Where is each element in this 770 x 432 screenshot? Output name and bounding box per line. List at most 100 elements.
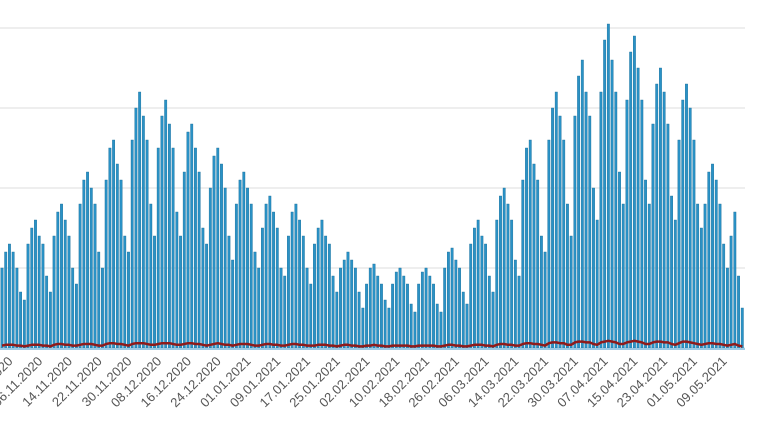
bar bbox=[149, 203, 153, 349]
bar bbox=[63, 219, 67, 349]
bar bbox=[476, 219, 480, 349]
bar bbox=[34, 219, 37, 349]
bar bbox=[320, 219, 324, 349]
bar bbox=[696, 203, 700, 349]
bar bbox=[238, 179, 242, 349]
bar bbox=[115, 163, 119, 349]
bar bbox=[41, 243, 45, 349]
bar bbox=[290, 211, 294, 349]
bar bbox=[558, 115, 562, 349]
bar bbox=[711, 163, 714, 349]
bar bbox=[316, 227, 320, 349]
bar bbox=[160, 115, 164, 349]
bar bbox=[0, 267, 4, 349]
bar bbox=[287, 235, 290, 349]
bar bbox=[554, 91, 558, 349]
bar bbox=[97, 251, 101, 349]
bar bbox=[119, 179, 123, 349]
bar bbox=[104, 179, 108, 349]
bar bbox=[439, 311, 443, 349]
bar bbox=[614, 91, 618, 349]
bar bbox=[272, 211, 275, 349]
bar bbox=[26, 243, 30, 349]
bar bbox=[234, 203, 238, 349]
bar bbox=[666, 123, 670, 349]
bar bbox=[662, 91, 666, 349]
bar bbox=[726, 267, 729, 349]
bar bbox=[733, 211, 737, 349]
bar bbox=[346, 251, 350, 349]
bar bbox=[435, 303, 439, 349]
bar bbox=[740, 307, 744, 349]
bar bbox=[182, 171, 186, 349]
bar bbox=[294, 203, 298, 349]
bar bbox=[659, 67, 662, 349]
bar bbox=[499, 195, 502, 349]
bar bbox=[74, 283, 78, 349]
bar bbox=[48, 291, 52, 349]
bar bbox=[428, 275, 432, 349]
bar bbox=[502, 187, 506, 349]
bar bbox=[208, 187, 212, 349]
bar bbox=[220, 163, 223, 349]
bar bbox=[458, 267, 461, 349]
bar bbox=[644, 179, 647, 349]
bar bbox=[279, 267, 283, 349]
bar bbox=[56, 211, 60, 349]
bar bbox=[473, 227, 476, 349]
bar bbox=[569, 235, 573, 349]
bar bbox=[19, 291, 22, 349]
bar bbox=[60, 203, 63, 349]
bar bbox=[610, 59, 614, 349]
bar bbox=[216, 147, 220, 349]
bar bbox=[205, 243, 208, 349]
bar bbox=[573, 115, 577, 349]
bar bbox=[562, 139, 566, 349]
bar bbox=[595, 219, 599, 349]
bar bbox=[11, 251, 15, 349]
bar bbox=[603, 39, 607, 349]
bar bbox=[194, 147, 197, 349]
bar bbox=[342, 259, 346, 349]
bar bbox=[275, 227, 279, 349]
bar bbox=[52, 235, 56, 349]
bar bbox=[566, 203, 569, 349]
bar bbox=[141, 115, 145, 349]
bar bbox=[450, 247, 454, 349]
bar bbox=[179, 235, 182, 349]
bar bbox=[339, 267, 342, 349]
bar bbox=[707, 171, 711, 349]
bar bbox=[112, 139, 116, 349]
bar bbox=[123, 235, 127, 349]
bar bbox=[268, 195, 272, 349]
bar bbox=[577, 75, 581, 349]
bar bbox=[167, 123, 171, 349]
bar bbox=[305, 267, 309, 349]
bar bbox=[130, 139, 134, 349]
bar bbox=[283, 275, 287, 349]
bar bbox=[361, 307, 365, 349]
bar bbox=[402, 275, 406, 349]
bar bbox=[8, 243, 11, 349]
bar bbox=[153, 235, 156, 349]
bar bbox=[354, 267, 357, 349]
bar bbox=[651, 123, 655, 349]
bar bbox=[703, 203, 707, 349]
bar bbox=[67, 235, 71, 349]
bar bbox=[551, 107, 554, 349]
bar bbox=[264, 203, 268, 349]
bar bbox=[547, 139, 551, 349]
bar bbox=[722, 243, 726, 349]
bar bbox=[249, 203, 253, 349]
bar bbox=[506, 203, 510, 349]
bar bbox=[540, 235, 543, 349]
bar bbox=[301, 235, 305, 349]
bar bbox=[242, 171, 246, 349]
bar bbox=[89, 187, 93, 349]
bar bbox=[253, 251, 257, 349]
bar bbox=[101, 267, 104, 349]
bar bbox=[171, 147, 175, 349]
bar bbox=[625, 99, 629, 349]
bar bbox=[714, 179, 718, 349]
